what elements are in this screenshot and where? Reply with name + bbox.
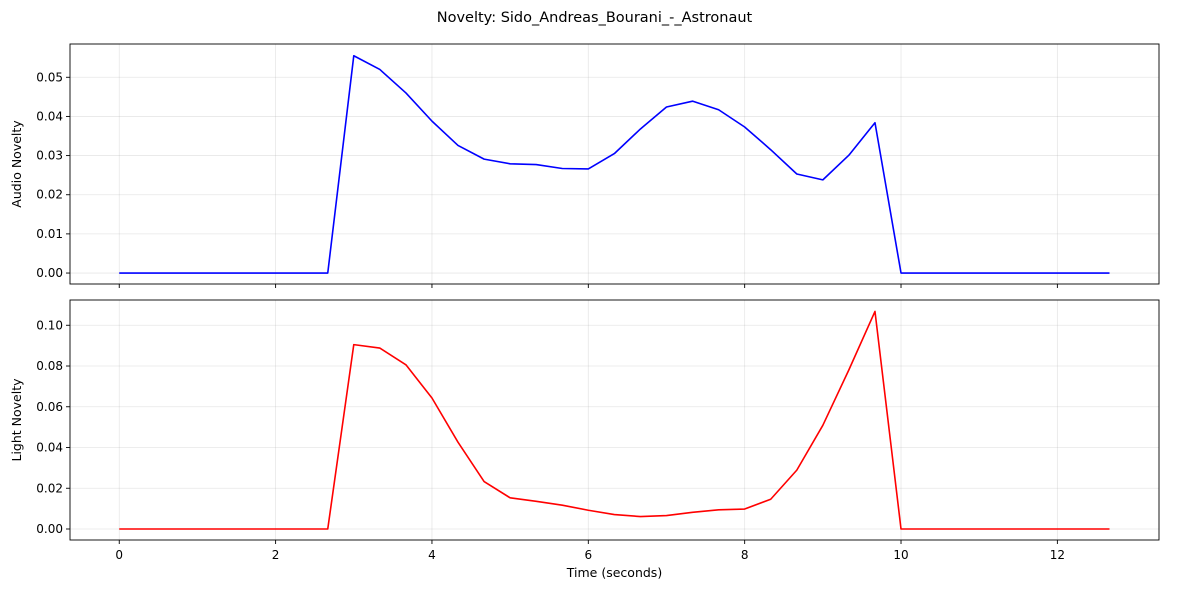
y-tick-label: 0.02 (36, 481, 63, 495)
y-tick-label: 0.05 (36, 70, 63, 84)
x-axis-label: Time (seconds) (566, 565, 662, 580)
y-tick-label: 0.03 (36, 149, 63, 163)
x-tick-label: 4 (428, 548, 436, 562)
subplot-1: 0.00 0.01 0.02 0.03 0.04 0.05 Audio Novelty (9, 43, 1160, 288)
axes-frame (69, 43, 1160, 285)
y-tick-label: 0.06 (36, 400, 63, 414)
y-tick-label: 0.10 (36, 318, 63, 332)
axes-root: 0.00 0.01 0.02 0.03 0.04 0.05 Audio Novelty 0 2 4… (9, 43, 1160, 580)
y-tick-label: 0.08 (36, 359, 63, 373)
y-tick-label: 0.01 (36, 227, 63, 241)
x-tick-label: 2 (272, 548, 280, 562)
x-tick-label: 6 (584, 548, 592, 562)
subplot-2: 0 2 4 6 8 10 12 0.00 0.02 0.04 0.06 0.08 0.10 Light N… (9, 299, 1160, 580)
y-tick-label: 0.00 (36, 266, 63, 280)
x-tick-label: 8 (741, 548, 749, 562)
series-line-1 (119, 54, 1110, 274)
y-axis-label: Light Novelty (9, 378, 24, 462)
y-axis-label: Audio Novelty (9, 120, 24, 208)
x-tick-label: 10 (893, 548, 908, 562)
x-tick-label: 0 (115, 548, 123, 562)
y-tick-label: 0.04 (36, 109, 63, 123)
axes-frame (69, 299, 1160, 541)
x-tick-label: 12 (1050, 548, 1065, 562)
series-line-1 (119, 310, 1110, 530)
y-tick-label: 0.04 (36, 441, 63, 455)
y-tick-label: 0.00 (36, 522, 63, 536)
y-tick-label: 0.02 (36, 188, 63, 202)
figure-title: Novelty: Sido_Andreas_Bourani_-_Astronau… (437, 10, 753, 26)
